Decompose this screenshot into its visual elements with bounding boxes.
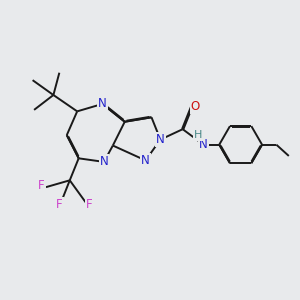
Text: H: H (194, 130, 202, 140)
Text: N: N (100, 155, 108, 168)
Text: N: N (199, 138, 208, 151)
Text: N: N (98, 98, 107, 110)
Text: N: N (141, 154, 150, 167)
Text: O: O (190, 100, 200, 113)
Text: F: F (38, 179, 45, 192)
Text: N: N (156, 133, 165, 146)
Text: F: F (86, 198, 92, 211)
Text: F: F (56, 198, 63, 211)
